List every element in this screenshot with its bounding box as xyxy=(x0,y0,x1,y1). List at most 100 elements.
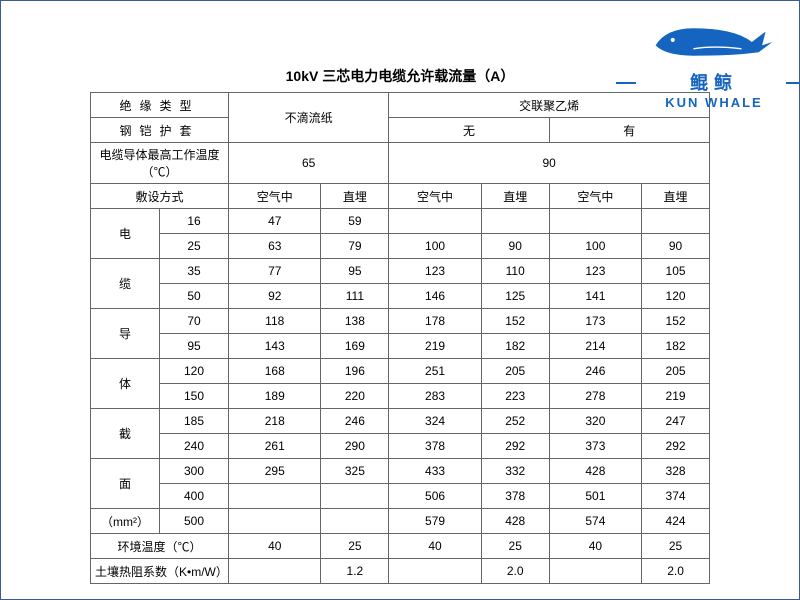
data-cell: 182 xyxy=(642,334,710,359)
data-cell: 59 xyxy=(321,209,389,234)
section-label-cell: 体 xyxy=(91,359,160,409)
data-cell: 63 xyxy=(229,234,321,259)
data-cell xyxy=(229,509,321,534)
row-soil: 土壤热阻系数（K•m/W） xyxy=(91,559,229,584)
h-buried-2: 直埋 xyxy=(481,184,549,209)
data-cell: 428 xyxy=(549,459,641,484)
data-cell: 501 xyxy=(549,484,641,509)
data-cell xyxy=(321,484,389,509)
data-cell: 218 xyxy=(229,409,321,434)
data-cell: 141 xyxy=(549,284,641,309)
data-cell: 332 xyxy=(481,459,549,484)
size-cell: 240 xyxy=(160,434,229,459)
table-container: 10kV 三芯电力电缆允许载流量（A） 绝缘类型 不滴流纸 交联聚乙烯 钢铠护套… xyxy=(90,66,710,584)
data-cell xyxy=(229,484,321,509)
data-cell xyxy=(481,209,549,234)
soil-4 xyxy=(549,559,641,584)
data-cell xyxy=(389,209,481,234)
data-cell: 143 xyxy=(229,334,321,359)
table-row: 95143169219182214182 xyxy=(91,334,710,359)
data-cell: 328 xyxy=(642,459,710,484)
data-cell: 320 xyxy=(549,409,641,434)
data-cell: 205 xyxy=(481,359,549,384)
amb-3: 25 xyxy=(481,534,549,559)
data-cell xyxy=(321,509,389,534)
size-cell: 185 xyxy=(160,409,229,434)
amb-0: 40 xyxy=(229,534,321,559)
section-label-cell: 面 xyxy=(91,459,160,509)
data-cell: 220 xyxy=(321,384,389,409)
data-cell: 579 xyxy=(389,509,481,534)
data-cell: 77 xyxy=(229,259,321,284)
col-paper: 不滴流纸 xyxy=(229,93,389,143)
table-row: 5092111146125141120 xyxy=(91,284,710,309)
h-buried-1: 直埋 xyxy=(321,184,389,209)
data-cell xyxy=(642,209,710,234)
data-cell: 120 xyxy=(642,284,710,309)
section-label-cell: 截 xyxy=(91,409,160,459)
data-cell: 205 xyxy=(642,359,710,384)
data-cell: 168 xyxy=(229,359,321,384)
data-cell: 100 xyxy=(389,234,481,259)
col-none: 无 xyxy=(389,118,549,143)
data-cell: 251 xyxy=(389,359,481,384)
section-label-cell: （mm²） xyxy=(91,509,160,534)
section-label-cell: 导 xyxy=(91,309,160,359)
size-cell: 35 xyxy=(160,259,229,284)
amb-5: 25 xyxy=(642,534,710,559)
col-yes: 有 xyxy=(549,118,709,143)
table-row: 400506378501374 xyxy=(91,484,710,509)
amb-1: 25 xyxy=(321,534,389,559)
data-cell: 292 xyxy=(642,434,710,459)
soil-1: 1.2 xyxy=(321,559,389,584)
data-cell: 95 xyxy=(321,259,389,284)
data-cell: 111 xyxy=(321,284,389,309)
data-cell: 247 xyxy=(642,409,710,434)
data-cell: 290 xyxy=(321,434,389,459)
size-cell: 70 xyxy=(160,309,229,334)
table-row: 2563791009010090 xyxy=(91,234,710,259)
table-row: 截185218246324252320247 xyxy=(91,409,710,434)
data-cell: 246 xyxy=(549,359,641,384)
h-air-2: 空气中 xyxy=(389,184,481,209)
size-cell: 150 xyxy=(160,384,229,409)
data-cell: 146 xyxy=(389,284,481,309)
data-cell: 189 xyxy=(229,384,321,409)
data-cell: 223 xyxy=(481,384,549,409)
row-max-temp: 电缆导体最高工作温度（℃） xyxy=(91,143,229,184)
data-cell: 173 xyxy=(549,309,641,334)
data-cell: 47 xyxy=(229,209,321,234)
h-air-1: 空气中 xyxy=(229,184,321,209)
data-cell: 125 xyxy=(481,284,549,309)
logo-cn-text: 鲲鲸 xyxy=(644,69,784,95)
section-label-cell: 电 xyxy=(91,209,160,259)
data-cell: 424 xyxy=(642,509,710,534)
temp-65: 65 xyxy=(229,143,389,184)
data-cell: 92 xyxy=(229,284,321,309)
data-cell: 252 xyxy=(481,409,549,434)
data-cell: 378 xyxy=(481,484,549,509)
data-cell: 196 xyxy=(321,359,389,384)
data-cell: 219 xyxy=(389,334,481,359)
data-cell: 182 xyxy=(481,334,549,359)
data-cell: 261 xyxy=(229,434,321,459)
row-ambient: 环境温度（℃） xyxy=(91,534,229,559)
soil-0 xyxy=(229,559,321,584)
data-cell: 324 xyxy=(389,409,481,434)
soil-2 xyxy=(389,559,481,584)
ampacity-table: 绝缘类型 不滴流纸 交联聚乙烯 钢铠护套 无 有 电缆导体最高工作温度（℃） 6… xyxy=(90,92,710,584)
data-cell: 138 xyxy=(321,309,389,334)
table-row: 电164759 xyxy=(91,209,710,234)
data-cell: 90 xyxy=(481,234,549,259)
temp-90: 90 xyxy=(389,143,710,184)
data-cell: 378 xyxy=(389,434,481,459)
size-cell: 120 xyxy=(160,359,229,384)
table-row: （mm²）500579428574424 xyxy=(91,509,710,534)
data-cell: 214 xyxy=(549,334,641,359)
data-cell: 506 xyxy=(389,484,481,509)
whale-icon xyxy=(644,11,784,66)
data-cell: 79 xyxy=(321,234,389,259)
data-cell: 428 xyxy=(481,509,549,534)
size-cell: 95 xyxy=(160,334,229,359)
soil-5: 2.0 xyxy=(642,559,710,584)
